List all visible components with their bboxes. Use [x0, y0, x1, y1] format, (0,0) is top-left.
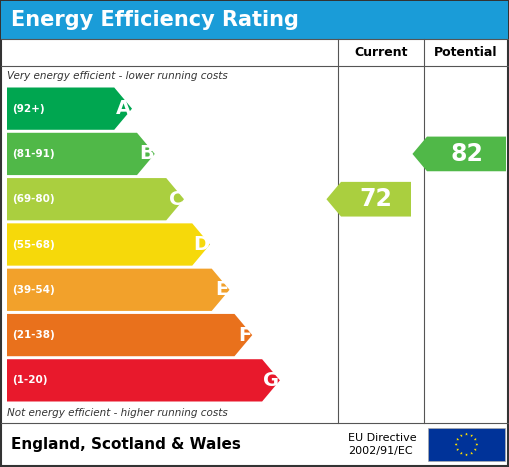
Polygon shape	[7, 223, 210, 266]
Polygon shape	[7, 133, 155, 175]
Polygon shape	[465, 453, 468, 456]
Bar	[1, 1, 508, 39]
Polygon shape	[460, 452, 463, 455]
Text: 72: 72	[359, 187, 392, 211]
Text: (39-54): (39-54)	[12, 285, 55, 295]
Polygon shape	[7, 87, 132, 130]
Text: England, Scotland & Wales: England, Scotland & Wales	[11, 437, 241, 452]
Polygon shape	[455, 443, 458, 446]
Polygon shape	[460, 434, 463, 437]
Polygon shape	[474, 448, 476, 451]
Text: (21-38): (21-38)	[12, 330, 55, 340]
Text: Current: Current	[354, 46, 408, 59]
Polygon shape	[470, 452, 473, 455]
Polygon shape	[7, 314, 252, 356]
Polygon shape	[465, 433, 468, 436]
Text: (1-20): (1-20)	[12, 375, 47, 385]
Text: (81-91): (81-91)	[12, 149, 54, 159]
Text: D: D	[193, 235, 209, 254]
Polygon shape	[412, 136, 506, 171]
Text: Potential: Potential	[434, 46, 498, 59]
Text: Energy Efficiency Rating: Energy Efficiency Rating	[11, 10, 299, 30]
Polygon shape	[7, 269, 230, 311]
Polygon shape	[7, 178, 184, 220]
Text: G: G	[263, 371, 279, 390]
Polygon shape	[470, 434, 473, 437]
Polygon shape	[475, 443, 478, 446]
Polygon shape	[457, 438, 459, 441]
Text: C: C	[168, 190, 183, 209]
Text: EU Directive
2002/91/EC: EU Directive 2002/91/EC	[348, 433, 417, 456]
Polygon shape	[474, 438, 476, 441]
Text: (55-68): (55-68)	[12, 240, 55, 249]
Polygon shape	[326, 182, 411, 217]
Bar	[428, 428, 505, 461]
Text: (69-80): (69-80)	[12, 194, 54, 204]
Text: E: E	[215, 280, 229, 299]
Polygon shape	[7, 359, 280, 402]
Text: Very energy efficient - lower running costs: Very energy efficient - lower running co…	[7, 71, 228, 81]
Text: (92+): (92+)	[12, 104, 45, 113]
Text: F: F	[238, 325, 251, 345]
Text: Not energy efficient - higher running costs: Not energy efficient - higher running co…	[7, 408, 228, 418]
Text: B: B	[139, 144, 154, 163]
Polygon shape	[457, 448, 459, 451]
Text: A: A	[116, 99, 131, 118]
Text: 82: 82	[450, 142, 483, 166]
